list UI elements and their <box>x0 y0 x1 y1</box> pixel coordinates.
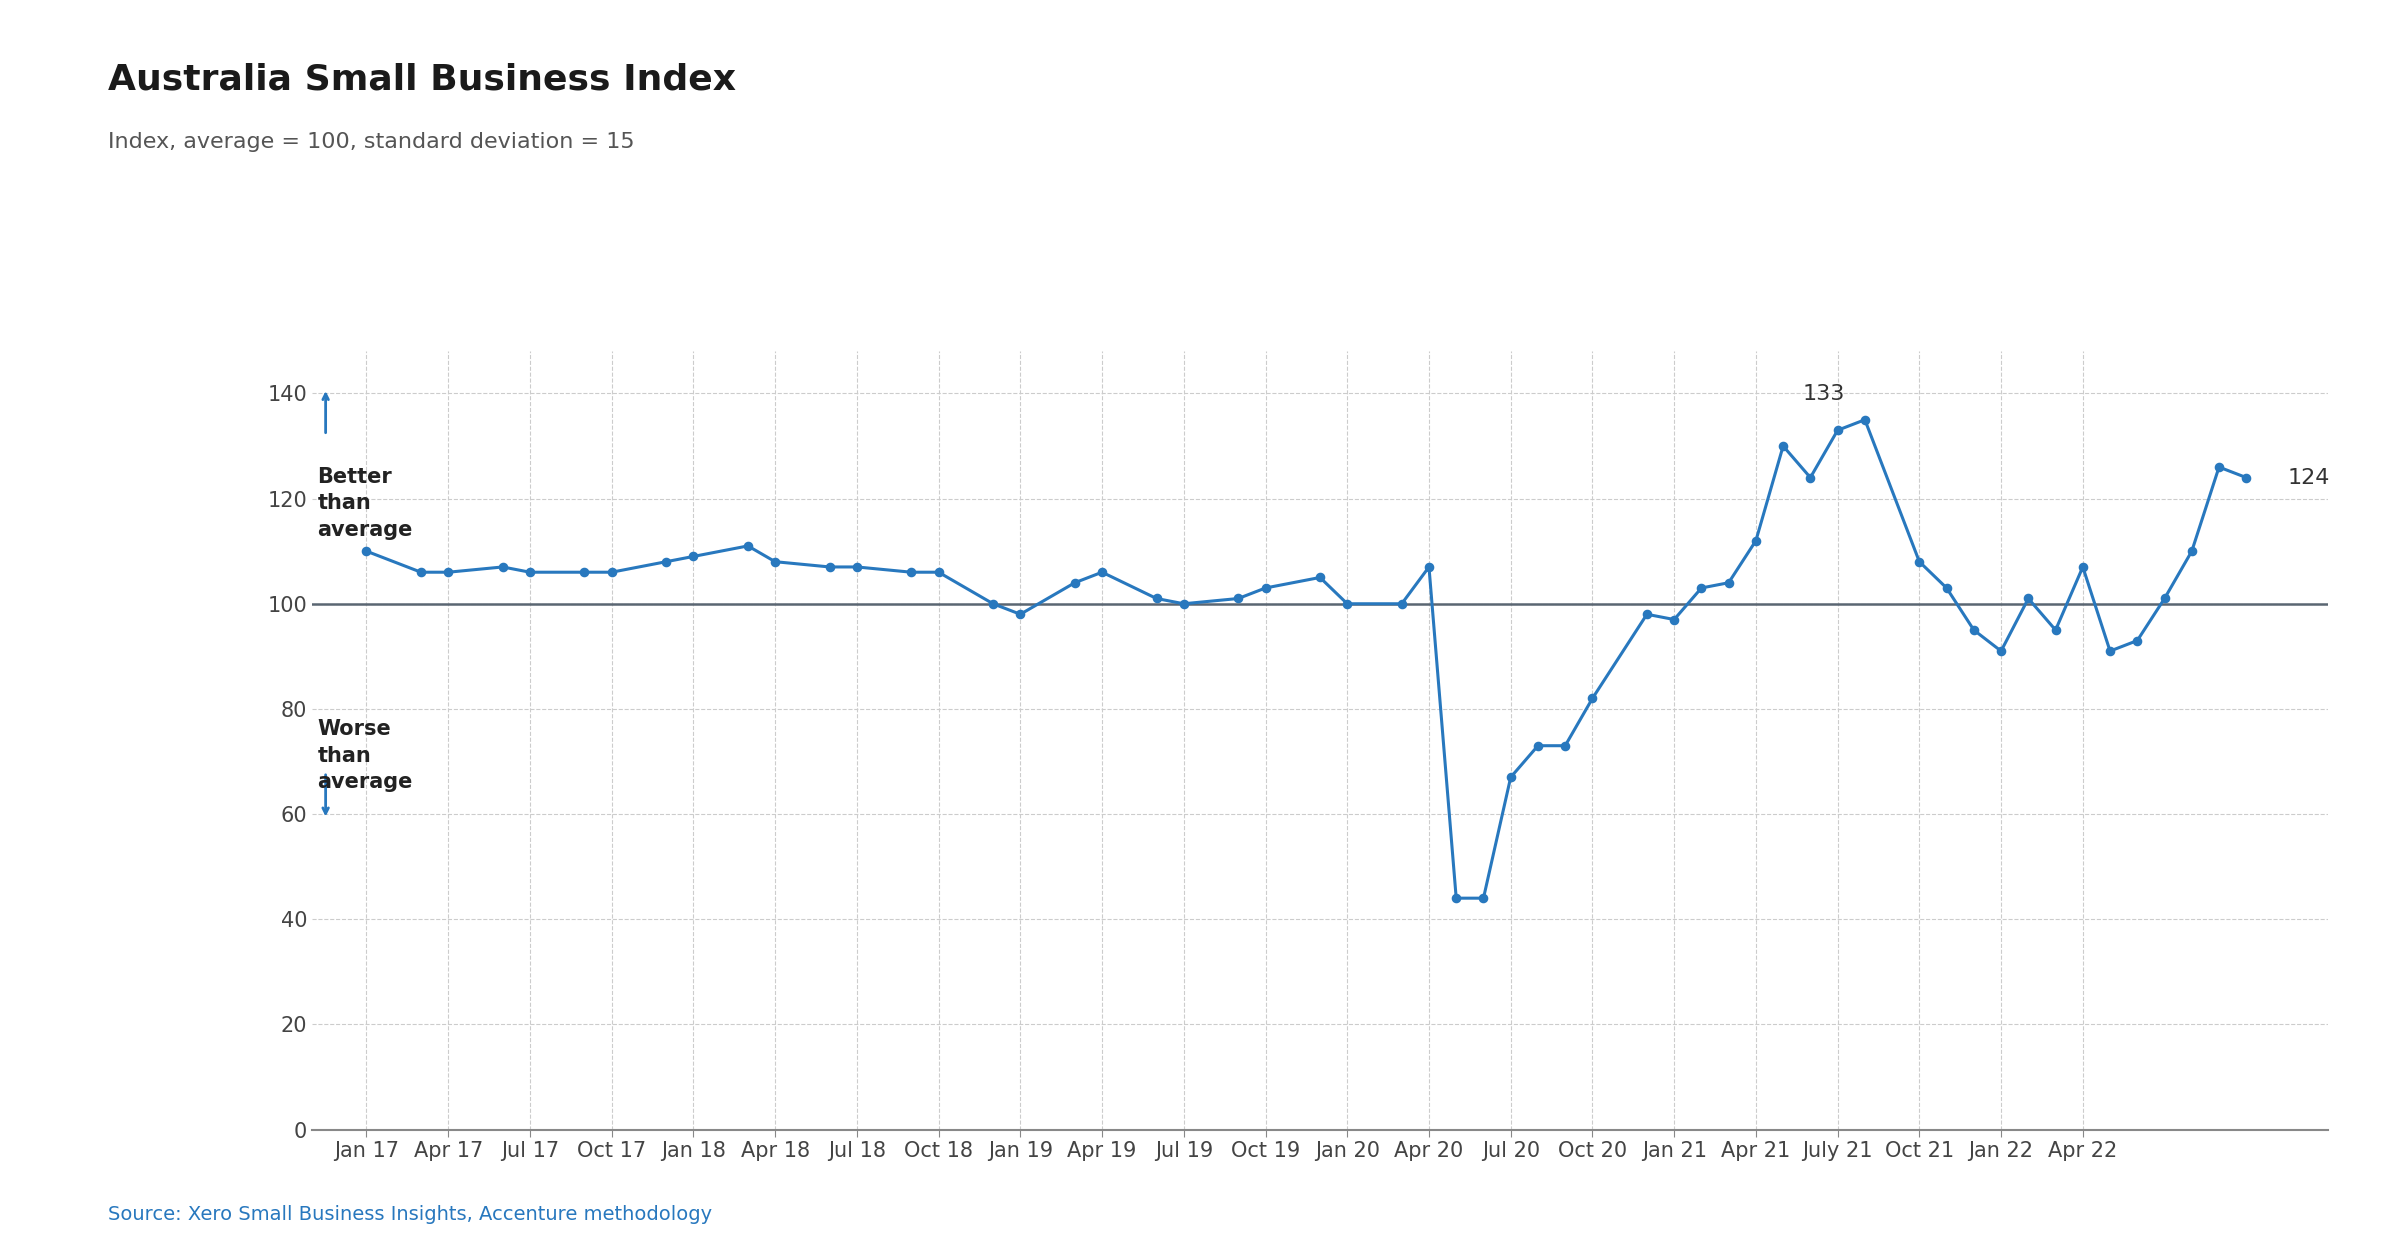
Point <box>1056 572 1094 592</box>
Point <box>1901 552 1939 572</box>
Point <box>1846 409 1884 429</box>
Point <box>1656 610 1694 630</box>
Point <box>1764 435 1802 456</box>
Point <box>1627 604 1666 624</box>
Point <box>1382 594 1421 614</box>
Point <box>1327 594 1366 614</box>
Text: Australia Small Business Index: Australia Small Business Index <box>108 63 737 97</box>
Text: Better
than
average: Better than average <box>317 467 413 540</box>
Text: 133: 133 <box>1802 384 1846 404</box>
Point <box>2227 468 2266 488</box>
Text: Worse
than
average: Worse than average <box>317 719 413 792</box>
Point <box>674 546 713 566</box>
Point <box>511 562 550 582</box>
Point <box>1138 589 1176 609</box>
Point <box>348 541 386 561</box>
Point <box>811 557 850 577</box>
Point <box>1790 468 1829 488</box>
Point <box>2009 589 2047 609</box>
Point <box>2064 557 2102 577</box>
Point <box>1301 567 1339 587</box>
Point <box>430 562 468 582</box>
Point <box>1219 589 1258 609</box>
Point <box>1464 889 1502 909</box>
Point <box>2119 630 2158 650</box>
Point <box>482 557 521 577</box>
Text: 124: 124 <box>2287 468 2330 488</box>
Point <box>1246 579 1284 599</box>
Point <box>1574 688 1613 708</box>
Point <box>1519 735 1558 756</box>
Point <box>1738 531 1776 551</box>
Text: Index, average = 100, standard deviation = 15: Index, average = 100, standard deviation… <box>108 132 634 152</box>
Point <box>974 594 1013 614</box>
Point <box>2090 641 2129 661</box>
Point <box>893 562 931 582</box>
Point <box>401 562 439 582</box>
Point <box>1409 557 1447 577</box>
Point <box>1927 579 1966 599</box>
Point <box>1082 562 1121 582</box>
Point <box>2172 541 2210 561</box>
Point <box>1164 594 1202 614</box>
Point <box>838 557 876 577</box>
Point <box>2146 589 2184 609</box>
Point <box>1438 889 1476 909</box>
Point <box>593 562 631 582</box>
Point <box>1954 620 1992 640</box>
Point <box>1546 735 1584 756</box>
Point <box>2201 457 2239 477</box>
Point <box>1982 641 2021 661</box>
Point <box>919 562 958 582</box>
Point <box>756 552 794 572</box>
Point <box>566 562 605 582</box>
Point <box>2035 620 2074 640</box>
Point <box>1709 572 1747 592</box>
Text: Source: Xero Small Business Insights, Accenture methodology: Source: Xero Small Business Insights, Ac… <box>108 1205 713 1224</box>
Point <box>1819 420 1858 441</box>
Point <box>648 552 686 572</box>
Point <box>730 536 768 556</box>
Point <box>1001 604 1039 624</box>
Point <box>1682 579 1721 599</box>
Point <box>1490 767 1529 787</box>
